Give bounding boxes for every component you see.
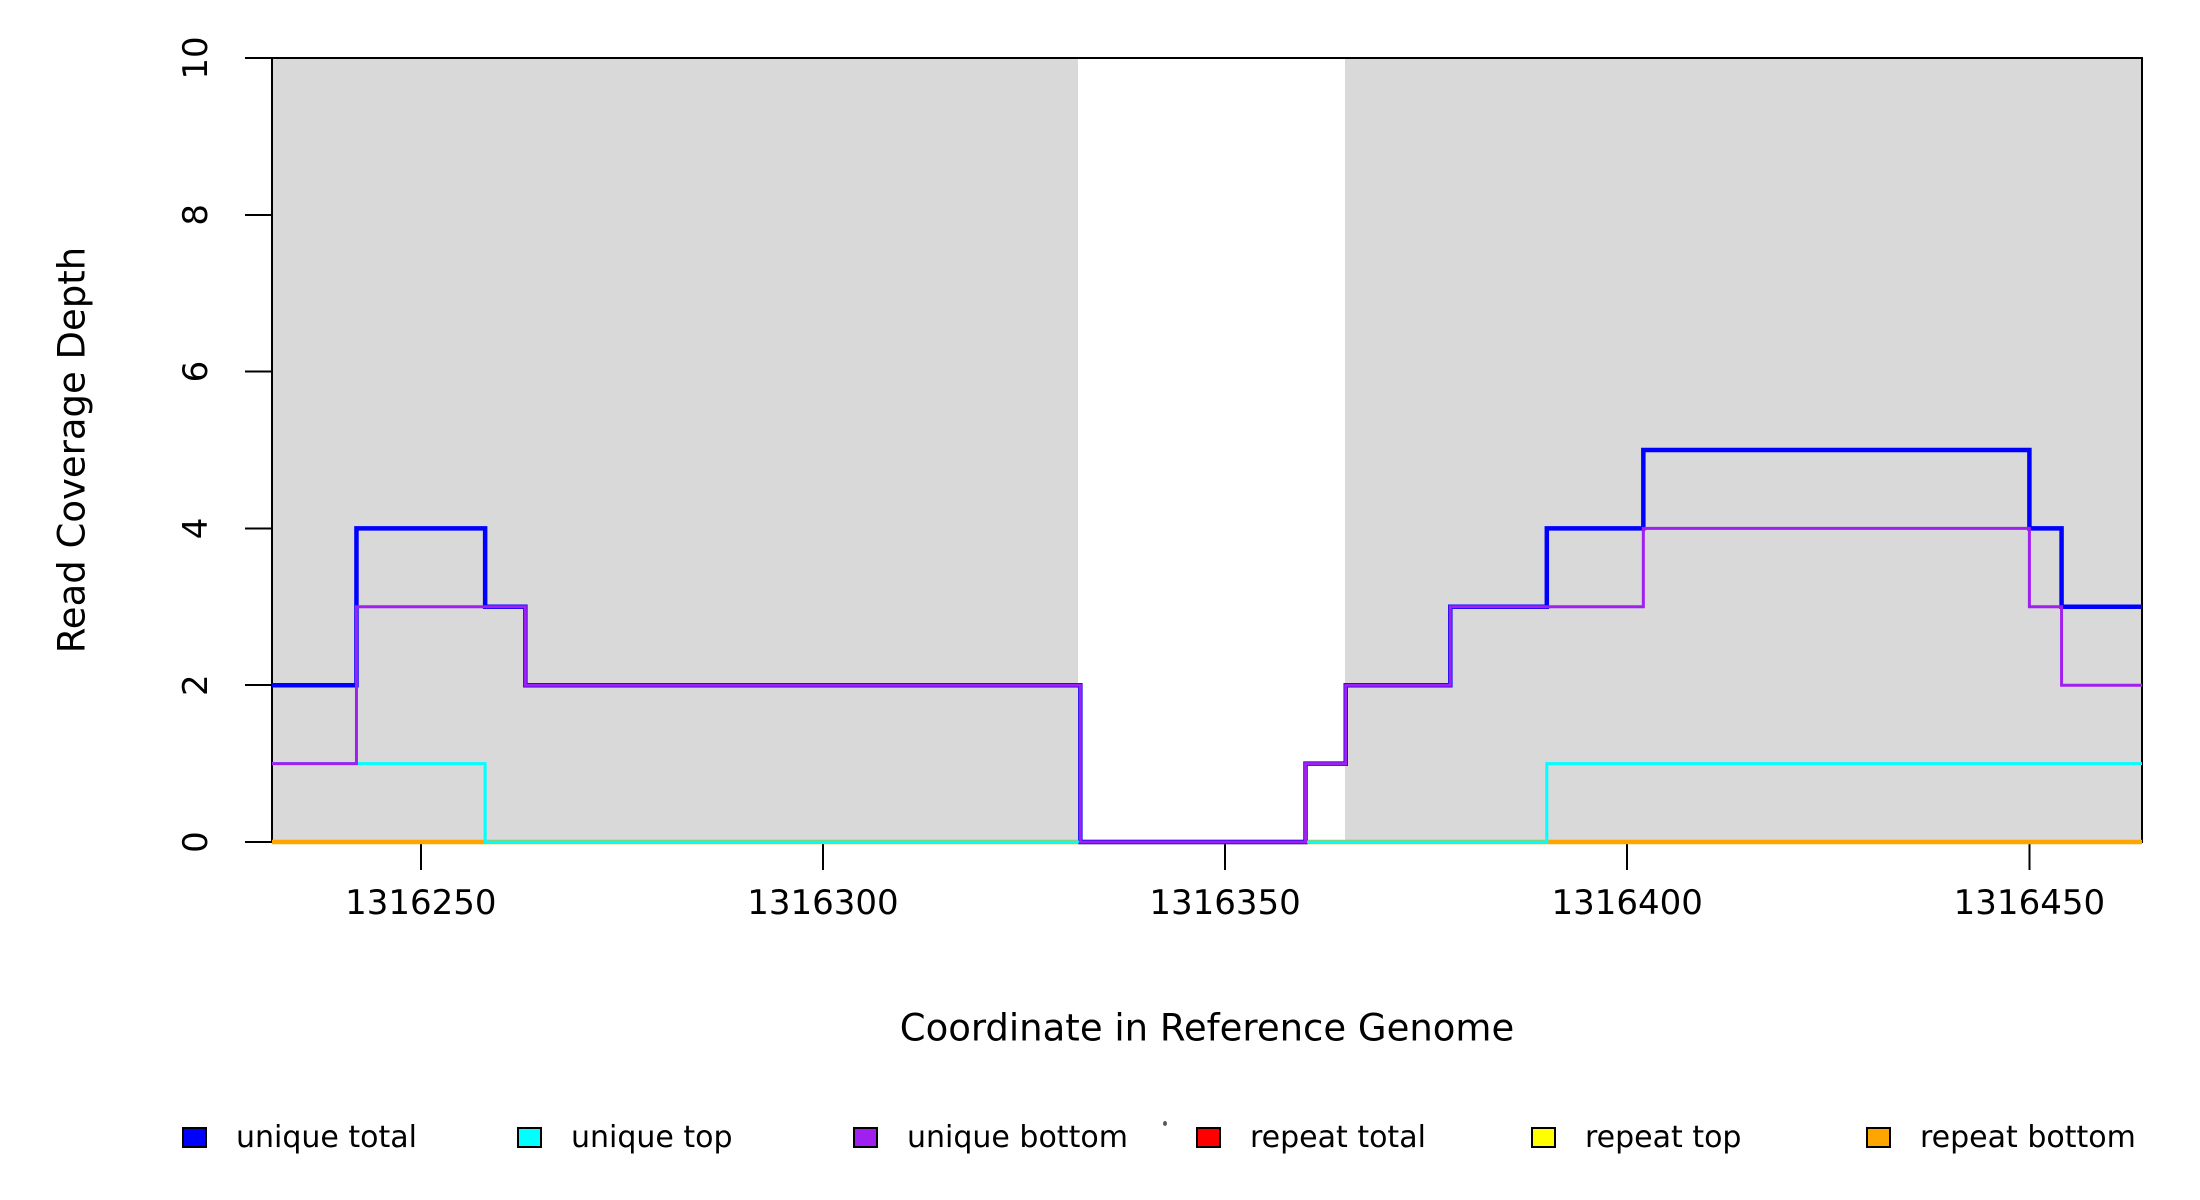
legend-swatch-repeat-top [1531,1126,1556,1148]
legend-label: unique total [236,1119,418,1155]
legend-swatch-repeat-bottom [1866,1126,1891,1148]
legend-swatch-unique-bottom [853,1126,878,1148]
legend-swatch-unique-total [182,1126,207,1148]
legend-swatch-repeat-total [1196,1126,1221,1148]
legend-item-repeat-bottom: repeat bottom [1866,1119,2136,1155]
y-tick-label: 10 [176,36,216,79]
legend-label: repeat total [1250,1119,1426,1155]
legend-item-unique-total: unique total [182,1119,418,1155]
y-tick-label: 0 [176,831,216,853]
shaded-region [272,58,1078,842]
legend-item-unique-bottom: unique bottom [853,1119,1128,1155]
x-tick-label: 1316250 [345,883,496,923]
series-line-unique-bottom [272,526,2142,844]
legend-item-repeat-total: repeat total [1196,1119,1426,1155]
y-tick-label: 6 [176,361,216,383]
legend-label: unique top [571,1119,733,1155]
x-tick-label: 1316400 [1552,883,1703,923]
y-tick-label: 4 [176,518,216,540]
series-line-unique-top [272,762,2142,844]
x-tick-label: 1316450 [1954,883,2105,923]
x-tick-label: 1316350 [1149,883,1300,923]
y-axis-title: Read Coverage Depth [50,246,94,654]
legend-item-repeat-top: repeat top [1531,1119,1742,1155]
legend-item-unique-top: unique top [517,1119,733,1155]
legend-swatch-unique-top [517,1126,542,1148]
legend-label: unique bottom [907,1119,1128,1155]
x-axis-title: Coordinate in Reference Genome [899,1006,1515,1050]
y-tick-label: 8 [176,204,216,226]
legend-label: repeat bottom [1920,1119,2136,1155]
y-tick-label: 2 [176,674,216,696]
stray-dot [1163,1121,1167,1126]
legend-label: repeat top [1585,1119,1742,1155]
x-tick-label: 1316300 [747,883,898,923]
